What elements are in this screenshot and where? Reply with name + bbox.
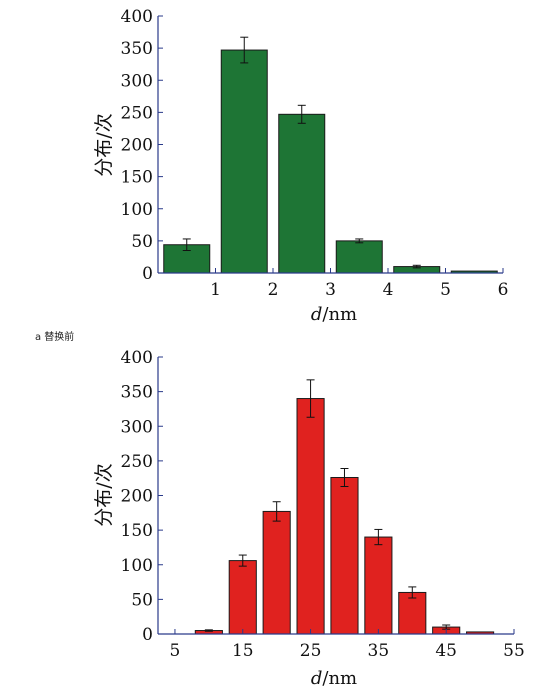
chart-a-x-ticks: 1 2 3 4 5 6 [210,268,508,300]
chart-a-axes [157,16,503,274]
y-tick-label: 200 [121,136,153,156]
y-tick-label: 50 [131,232,153,252]
chart-a-xlabel-var: d [311,304,323,325]
chart-a-xlabel-unit: /nm [322,304,357,325]
x-tick-label: 15 [232,641,254,661]
chart-a-caption: a 替换前 [35,330,74,343]
y-tick-label: 300 [121,71,153,91]
y-tick-label: 150 [121,168,153,188]
x-tick-label: 55 [503,641,525,661]
y-tick-label: 0 [142,264,153,284]
x-tick-label: 5 [440,280,451,300]
chart-a-y-ticks: 0 50 100 150 200 250 300 350 400 [121,7,163,284]
chart-a-ylabel: 分布/次 [93,113,115,176]
bar [228,560,257,635]
chart-b-bars [194,379,495,635]
chart-b: 0 50 100 150 200 250 300 350 400 5 15 25 35 45 55 分布/… [93,348,525,689]
bar [278,113,326,274]
chart-b-x-ticks: 5 15 25 35 45 55 [170,629,525,661]
x-tick-label: 5 [170,641,181,661]
y-tick-label: 250 [121,103,153,123]
chart-b-xlabel-var: d [311,668,323,689]
x-tick-label: 3 [325,280,336,300]
y-tick-label: 350 [121,39,153,59]
y-tick-label: 400 [121,7,153,27]
bar [220,49,268,274]
y-tick-label: 0 [142,625,153,645]
bar [262,510,291,635]
bar [364,536,393,635]
y-tick-label: 400 [121,348,153,368]
x-tick-label: 25 [300,641,322,661]
chart-a-bars [163,36,498,274]
x-tick-label: 6 [498,280,509,300]
y-tick-label: 350 [121,383,153,403]
y-tick-label: 150 [121,521,153,541]
chart-a-xlabel: d/nm [311,304,357,325]
chart-b-xlabel: d/nm [311,668,357,689]
chart-a: 0 50 100 150 200 250 300 350 400 1 2 3 4 5 6 分布/次 d/n… [93,7,508,325]
y-tick-label: 200 [121,487,153,507]
bar [398,591,427,635]
y-tick-label: 50 [131,590,153,610]
x-tick-label: 1 [210,280,221,300]
bar [335,240,383,274]
bar [296,398,325,635]
x-tick-label: 4 [383,280,394,300]
y-tick-label: 250 [121,452,153,472]
chart-b-ylabel: 分布/次 [93,463,115,526]
y-tick-label: 300 [121,417,153,437]
chart-b-xlabel-unit: /nm [322,668,357,689]
y-tick-label: 100 [121,556,153,576]
x-tick-label: 35 [368,641,390,661]
bar [330,476,359,635]
y-tick-label: 100 [121,200,153,220]
x-tick-label: 45 [435,641,457,661]
x-tick-label: 2 [268,280,279,300]
chart-b-y-ticks: 0 50 100 150 200 250 300 350 400 [121,348,163,645]
